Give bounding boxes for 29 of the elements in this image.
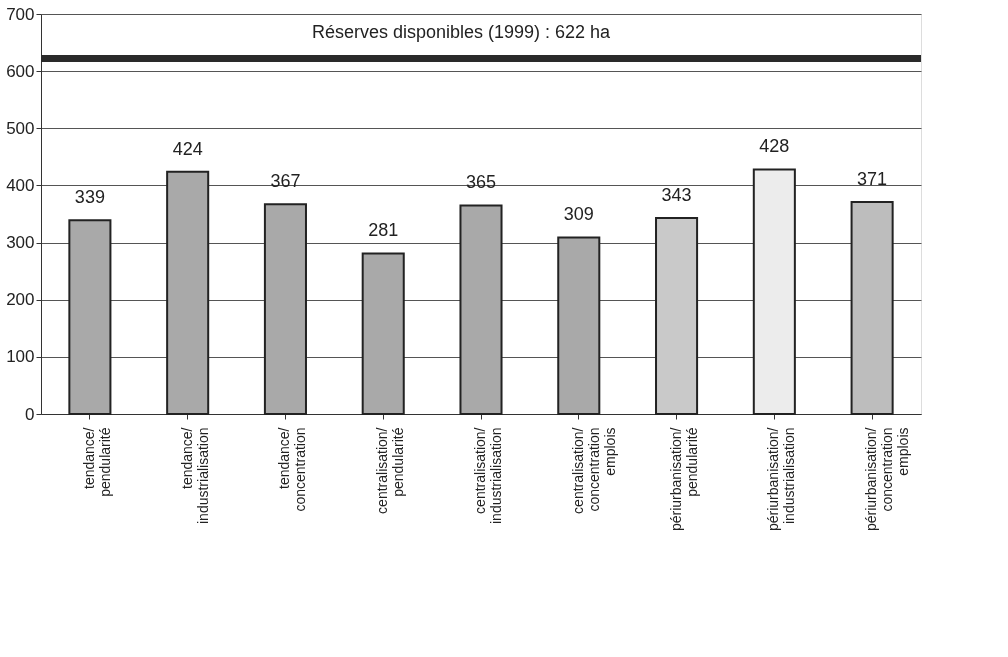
x-tick-label: centralisation/ pendularité — [374, 427, 407, 514]
data-label: 343 — [661, 185, 692, 205]
y-tick-label: 700 — [6, 4, 35, 24]
data-label: 281 — [368, 220, 399, 241]
y-tick-label: 500 — [6, 118, 35, 138]
bar — [655, 217, 699, 415]
y-tick-label: 400 — [6, 175, 35, 195]
data-label: 428 — [759, 136, 790, 157]
bar — [459, 204, 503, 415]
bar — [557, 236, 601, 415]
bar — [361, 252, 405, 415]
data-label: 371 — [857, 169, 888, 189]
bar — [752, 168, 796, 415]
bar — [68, 219, 112, 415]
y-tick-label: 200 — [6, 290, 35, 310]
bar — [850, 201, 894, 415]
y-tick-label: 100 — [6, 347, 35, 367]
ref-line-label: Réserves disponibles (1999) : 622 ha — [311, 21, 612, 42]
data-label: 339 — [74, 187, 105, 208]
y-tick-label: 600 — [6, 61, 35, 81]
bar — [166, 170, 210, 415]
y-tick-label: 300 — [6, 233, 35, 253]
y-tick-label: 0 — [25, 404, 35, 424]
x-tick-label: tendance/ pendularité — [80, 427, 113, 497]
x-tick-label: périurbanisation/ concentration emplois — [863, 427, 912, 532]
bar — [263, 203, 307, 415]
x-tick-label: centralisation/ concentration emplois — [569, 427, 618, 514]
data-label: 309 — [563, 204, 594, 225]
data-label: 424 — [172, 138, 203, 159]
